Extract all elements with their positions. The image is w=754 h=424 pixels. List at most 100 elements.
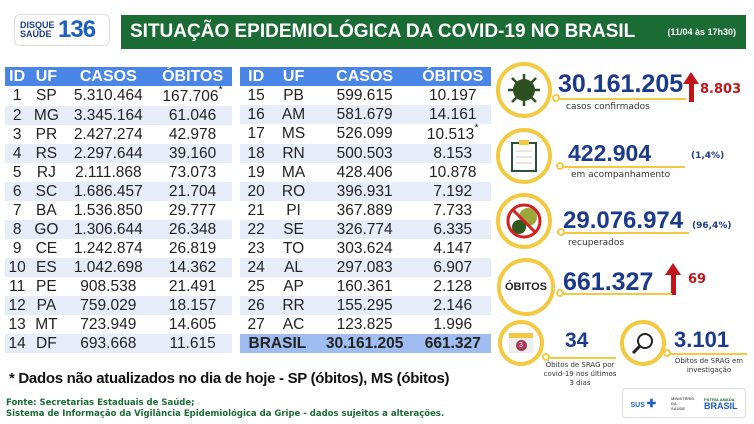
cell-text: PA <box>36 296 57 314</box>
source: Fonte: Secretarias Estaduais de Saúde; Si… <box>6 398 444 420</box>
sus-text: SUS <box>630 401 645 409</box>
cell-text: 2.146 <box>433 296 473 314</box>
cell-text: 1.242.874 <box>73 239 143 257</box>
table-cell: RJ <box>29 163 63 182</box>
cell-text: 14.362 <box>168 258 217 276</box>
column-header: ÓBITOS <box>414 67 491 86</box>
table-cell: 26 <box>240 296 273 316</box>
table-cell: 19 <box>240 163 272 182</box>
source-line2: Sistema de Informação da Vigilância Epid… <box>6 409 445 419</box>
cell-text: MS <box>281 125 306 143</box>
table-cell: 693.668 <box>63 334 154 354</box>
table-cell: 16 <box>240 105 273 124</box>
table-cell: MT <box>29 315 63 334</box>
column-header: ID <box>5 67 30 86</box>
table-cell: 167.706* <box>153 84 232 106</box>
cell-text: AL <box>284 258 304 276</box>
table-cell: 25 <box>240 277 272 296</box>
table-cell: 1.242.874 <box>63 239 153 258</box>
cell-text: 526.099 <box>336 125 393 143</box>
monitoring-pct: (1,4%) <box>691 151 725 161</box>
cell-text: 8 <box>12 220 22 238</box>
table-row: 5 RJ 2.111.868 73.073 <box>5 163 232 182</box>
cell-text: 1 <box>12 87 22 105</box>
recovered-label: recuperados <box>568 238 625 248</box>
cell-text: 693.668 <box>80 334 137 352</box>
confirmed-increase: 8.803 <box>700 82 742 97</box>
cell-text: 15 <box>247 86 265 104</box>
table-cell: 1 <box>5 86 29 106</box>
table-cell: 21.704 <box>153 182 232 202</box>
srag3-label: Óbitos de SRAG por covid-19 nos últimos … <box>543 361 617 387</box>
recovered-pct: (96,4%) <box>692 221 732 231</box>
table-cell: 7 <box>5 201 29 220</box>
cell-text: 73.073 <box>168 163 217 181</box>
table-cell: RR <box>272 296 315 316</box>
table-cell: MS <box>272 124 314 144</box>
cell-text: RJ <box>36 163 56 181</box>
table-cell: SC <box>29 182 64 202</box>
cell-text: 42.978 <box>168 125 217 143</box>
column-header: UF <box>29 67 64 86</box>
cell-text: SC <box>35 182 58 200</box>
total-row: BRASIL 30.161.205 661.327 <box>240 334 491 354</box>
cell-text: AC <box>282 315 305 333</box>
table-cell: 396.931 <box>314 182 415 202</box>
table-cell: 29.777 <box>153 201 232 220</box>
table-cell: 6 <box>5 182 30 202</box>
table-header: ID UF CASOS ÓBITOS <box>240 67 491 86</box>
cell-text: 10 <box>8 258 26 276</box>
cell-text: PE <box>36 277 57 295</box>
cell-text: MG <box>33 106 59 124</box>
table-row: 15 PB 599.615 10.197 <box>240 86 491 105</box>
cell-text: 21.491 <box>168 277 217 295</box>
cell-text: 18.157 <box>168 296 217 314</box>
cell-text: 10.197 <box>429 86 477 104</box>
cell-text: 39.160 <box>168 144 217 162</box>
cell-text: 24 <box>247 258 265 276</box>
cell-text: 26.819 <box>168 239 217 257</box>
table-cell: 908.538 <box>63 277 153 296</box>
table-cell: PB <box>272 86 314 105</box>
cell-text: 6 <box>12 182 22 200</box>
table-row: 8 GO 1.306.644 26.348 <box>5 220 232 240</box>
table-cell: 10.197 <box>414 86 491 105</box>
cell-text: 17 <box>247 125 265 143</box>
cell-text: TO <box>282 239 305 257</box>
cell-text: DF <box>36 334 57 352</box>
cell-text: AP <box>283 277 304 295</box>
table-row: 21 PI 367.889 7.733 <box>240 201 491 220</box>
cell-text: 2.128 <box>433 277 473 295</box>
table-cell: 61.046 <box>153 106 232 126</box>
table-row: 26 RR 155.295 2.146 <box>240 296 491 316</box>
cell-text: 167.706 <box>162 88 219 106</box>
confirmed-icon-circle <box>496 62 552 118</box>
states-table-right: ID UF CASOS ÓBITOS 15 PB 599.615 10.197 16 AM 581.… <box>240 67 491 354</box>
cell-text: 4 <box>12 144 22 162</box>
sus-cross-icon: ✚ <box>646 397 657 410</box>
table-cell: 428.406 <box>315 163 415 182</box>
update-date: (11/04 às 17h30) <box>667 27 736 37</box>
column-header: CASOS <box>314 67 415 86</box>
asterisk: * <box>218 84 223 96</box>
cell-text: 29.777 <box>168 201 217 219</box>
total-deaths: 661.327 <box>414 334 491 354</box>
table-cell: 2.427.274 <box>63 125 153 144</box>
cell-text: 1.536.850 <box>73 201 143 219</box>
table-cell: 526.099 <box>315 124 415 144</box>
cell-text: RS <box>35 144 58 162</box>
table-cell: 581.679 <box>314 105 415 124</box>
increase-arrow-icon <box>683 72 699 84</box>
table-cell: 4 <box>5 144 30 164</box>
table-cell: DF <box>29 334 64 354</box>
table-cell: 723.949 <box>63 315 153 334</box>
table-row: 9 CE 1.242.874 26.819 <box>5 239 232 258</box>
table-cell: 2 <box>5 106 30 126</box>
cell-text: RO <box>281 182 306 200</box>
recovered-value: 29.076.974 <box>563 207 684 234</box>
table-row: 13 MT 723.949 14.605 <box>5 315 232 334</box>
table-cell: 599.615 <box>315 86 415 105</box>
cell-text: RN <box>282 144 305 162</box>
table-cell: 21.491 <box>153 277 232 296</box>
source-line1: Fonte: Secretarias Estaduais de Saúde; <box>6 398 195 408</box>
